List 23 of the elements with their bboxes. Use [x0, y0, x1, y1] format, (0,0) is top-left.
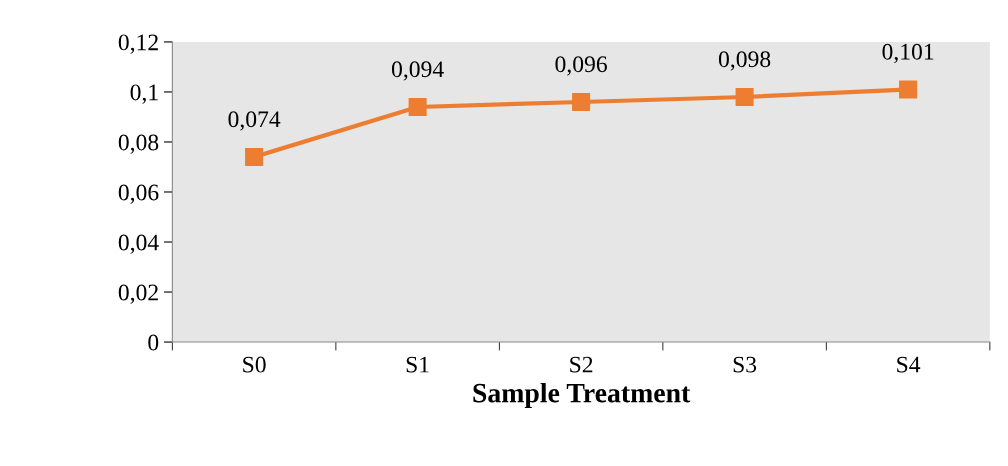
- point: [408, 97, 427, 116]
- point: [245, 147, 264, 167]
- x-tick-label: S4: [897, 356, 921, 373]
- x-tick-label: S1: [406, 356, 429, 373]
- y-tick-label: 0,1: [130, 84, 158, 104]
- point: [572, 92, 591, 111]
- y-tick-label: 0,02: [118, 284, 158, 304]
- point: [899, 80, 918, 99]
- x-tick-label: S2: [570, 356, 593, 373]
- data-label: 0,096: [555, 56, 607, 76]
- x-axis-title: Sample Treatment: [473, 382, 691, 409]
- x-tick-label: S0: [243, 356, 266, 373]
- y-tick-label: 0,06: [118, 184, 159, 204]
- data-label: 0,094: [391, 61, 444, 81]
- data-label: 0,098: [718, 51, 771, 71]
- y-tick-label: 0,12: [118, 34, 158, 54]
- y-tick-label: 0,08: [118, 134, 159, 154]
- data-label: 0,074: [228, 111, 281, 131]
- y-tick-label: 0: [148, 334, 159, 351]
- x-tick-label: S3: [733, 356, 757, 373]
- data-label: 0,101: [882, 43, 934, 64]
- point: [735, 87, 754, 106]
- y-tick-label: 0,04: [118, 234, 159, 254]
